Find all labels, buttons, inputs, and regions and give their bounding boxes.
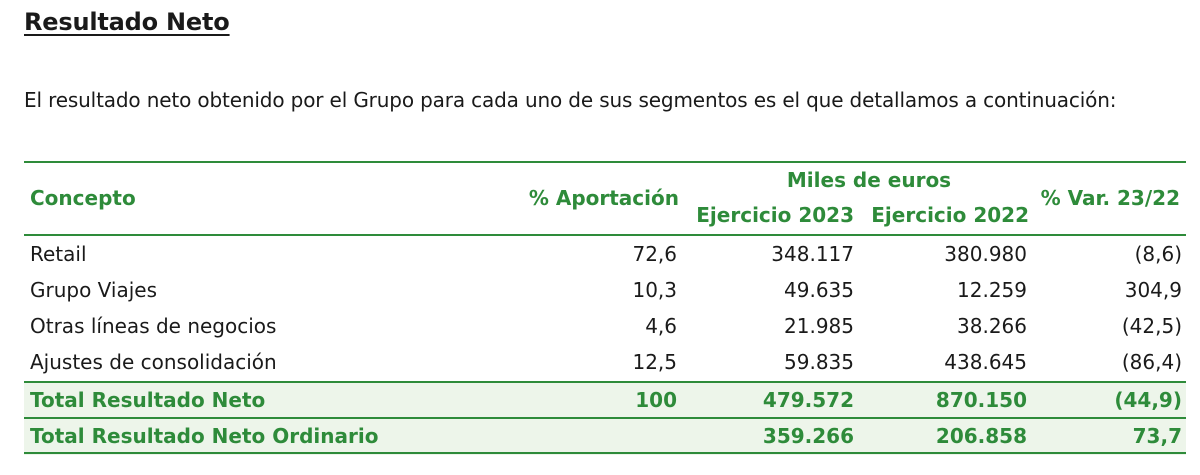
cell-var: (42,5) <box>1121 314 1182 338</box>
cell-ejercicio-2023: 49.635 <box>784 278 854 302</box>
cell-concepto: Otras líneas de negocios <box>30 314 277 338</box>
table-row: Grupo Viajes 10,3 49.635 12.259 304,9 <box>24 273 1186 309</box>
table-row: Retail 72,6 348.117 380.980 (8,6) <box>24 237 1186 273</box>
total-ejercicio-2022: 870.150 <box>935 388 1027 412</box>
cell-ejercicio-2022: 380.980 <box>944 242 1027 266</box>
table-top-rule <box>24 161 1186 163</box>
total-aportacion: 100 <box>635 388 677 412</box>
cell-var: (8,6) <box>1134 242 1182 266</box>
header-concepto: Concepto <box>30 186 136 210</box>
header-rule <box>24 234 1186 236</box>
table-row: Otras líneas de negocios 4,6 21.985 38.2… <box>24 309 1186 345</box>
cell-aportacion: 4,6 <box>645 314 677 338</box>
total-concepto: Total Resultado Neto <box>30 388 266 412</box>
header-var: % Var. 23/22 <box>1040 186 1180 210</box>
cell-aportacion: 10,3 <box>632 278 677 302</box>
total-var: 73,7 <box>1132 424 1182 448</box>
header-ejercicio-2022: Ejercicio 2022 <box>871 203 1029 227</box>
cell-aportacion: 72,6 <box>632 242 677 266</box>
total-row: Total Resultado Neto 100 479.572 870.150… <box>24 381 1186 419</box>
cell-ejercicio-2023: 59.835 <box>784 350 854 374</box>
header-aportacion: % Aportación <box>528 186 679 210</box>
total-concepto: Total Resultado Neto Ordinario <box>30 424 379 448</box>
section-title: Resultado Neto <box>24 8 230 36</box>
cell-ejercicio-2022: 12.259 <box>957 278 1027 302</box>
cell-ejercicio-2023: 348.117 <box>771 242 854 266</box>
table-bottom-rule <box>24 452 1186 454</box>
header-group-miles-euros: Miles de euros <box>786 168 952 192</box>
total-ejercicio-2022: 206.858 <box>935 424 1027 448</box>
cell-ejercicio-2022: 38.266 <box>957 314 1027 338</box>
total-row: Total Resultado Neto Ordinario 359.266 2… <box>24 417 1186 455</box>
cell-concepto: Grupo Viajes <box>30 278 158 302</box>
cell-var: (86,4) <box>1121 350 1182 374</box>
total-ejercicio-2023: 479.572 <box>762 388 854 412</box>
cell-concepto: Ajustes de consolidación <box>30 350 277 374</box>
total-var: (44,9) <box>1114 388 1182 412</box>
total-ejercicio-2023: 359.266 <box>762 424 854 448</box>
table-row: Ajustes de consolidación 12,5 59.835 438… <box>24 345 1186 381</box>
cell-concepto: Retail <box>30 242 87 266</box>
cell-aportacion: 12,5 <box>632 350 677 374</box>
intro-paragraph: El resultado neto obtenido por el Grupo … <box>24 88 1117 112</box>
cell-ejercicio-2023: 21.985 <box>784 314 854 338</box>
cell-ejercicio-2022: 438.645 <box>944 350 1027 374</box>
header-ejercicio-2023: Ejercicio 2023 <box>696 203 854 227</box>
cell-var: 304,9 <box>1124 278 1182 302</box>
